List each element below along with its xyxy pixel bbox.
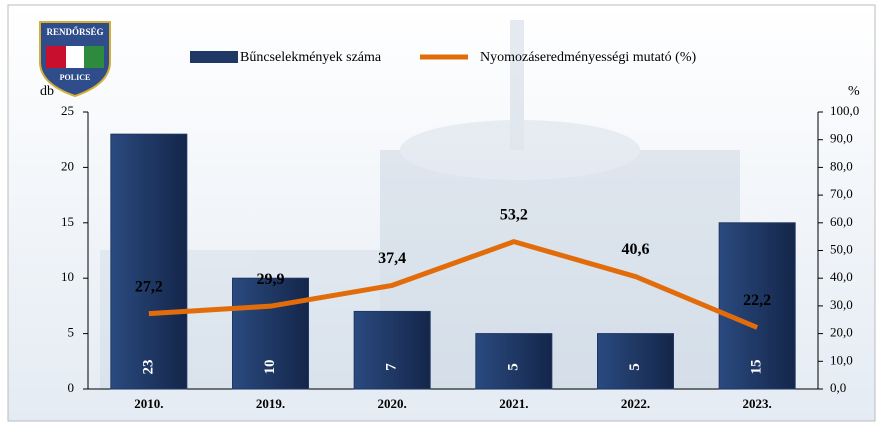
y2-tick-label: 20,0 [830, 325, 853, 340]
y2-tick-label: 50,0 [830, 241, 853, 256]
y2-tick-label: 0,0 [830, 380, 846, 395]
bar [232, 277, 309, 390]
y2-tick-label: 10,0 [830, 352, 853, 367]
x-tick-label: 2010. [134, 396, 163, 411]
bar-value-label: 10 [262, 360, 278, 375]
bar [110, 133, 188, 390]
line-value-label: 40,6 [622, 241, 650, 258]
line-value-label: 53,2 [500, 206, 528, 223]
y2-tick-label: 100,0 [830, 103, 859, 118]
y2-tick-label: 90,0 [830, 131, 853, 146]
bar [353, 310, 431, 390]
logo: RENDŐRSÉG POLICE [39, 21, 111, 98]
bar-value-label: 7 [384, 363, 400, 371]
logo-top-text: RENDŐRSÉG [46, 27, 103, 37]
y-tick-label: 25 [61, 103, 74, 118]
bar-value-label: 5 [505, 363, 521, 371]
y-tick-label: 0 [68, 380, 75, 395]
y2-tick-label: 70,0 [830, 186, 853, 201]
y-tick-label: 15 [61, 214, 74, 229]
legend-label: Nyomozáseredményességi mutató (%) [480, 50, 696, 65]
legend-swatch [190, 51, 238, 63]
line-value-label: 27,2 [135, 278, 163, 295]
y2-tick-label: 80,0 [830, 158, 853, 173]
x-tick-label: 2021. [499, 396, 528, 411]
x-tick-label: 2019. [256, 396, 285, 411]
bar-value-label: 23 [140, 360, 156, 375]
bar [475, 333, 553, 390]
line-value-label: 22,2 [743, 292, 771, 309]
legend-label: Bűncselekmények száma [240, 50, 382, 65]
y2-tick-label: 30,0 [830, 297, 853, 312]
x-tick-label: 2023. [743, 396, 772, 411]
line-value-label: 29,9 [257, 271, 285, 288]
y2-tick-label: 40,0 [830, 269, 853, 284]
y-tick-label: 10 [61, 269, 74, 284]
bar [597, 333, 674, 390]
y-axis-title: db [40, 84, 54, 99]
line [148, 239, 759, 330]
logo-bottom-text: POLICE [60, 73, 91, 82]
y2-tick-label: 60,0 [830, 214, 853, 229]
bar-value-label: 15 [749, 360, 765, 375]
bar-value-label: 5 [627, 363, 643, 371]
y2-axis-title: % [848, 84, 860, 99]
line-value-label: 37,4 [378, 250, 406, 267]
bar [718, 222, 796, 390]
y-tick-label: 5 [68, 325, 75, 340]
x-tick-label: 2020. [378, 396, 407, 411]
x-tick-label: 2022. [621, 396, 650, 411]
y-tick-label: 20 [61, 158, 74, 173]
